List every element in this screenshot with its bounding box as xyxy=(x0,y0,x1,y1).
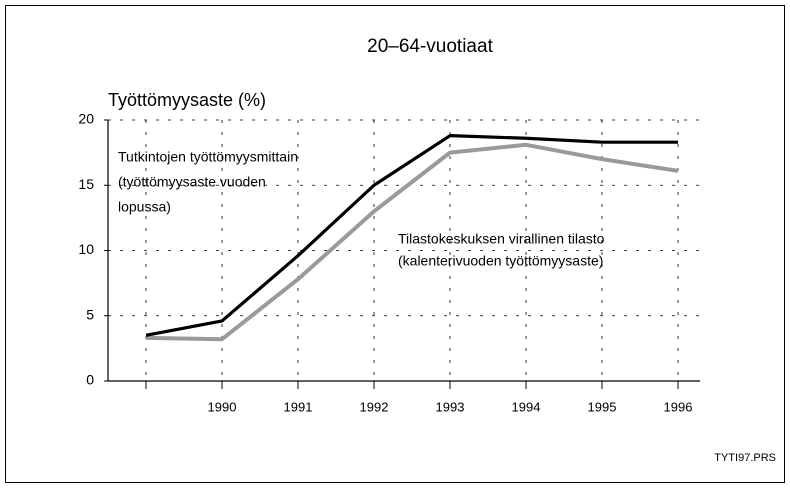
x-tick-label: 1994 xyxy=(512,399,541,414)
annotation: lopussa) xyxy=(118,199,171,215)
y-tick-label: 15 xyxy=(78,176,94,192)
series-line xyxy=(145,142,679,342)
y-tick-label: 10 xyxy=(78,241,94,257)
annotation: Tutkintojen työttömyysmittain xyxy=(118,149,298,165)
series-line xyxy=(145,134,678,337)
chart-title: 20–64-vuotiaat xyxy=(367,36,493,57)
x-tick-label: 1993 xyxy=(436,399,465,414)
footer: TYTI97.PRS xyxy=(714,452,776,464)
x-tick-label: 1995 xyxy=(588,399,617,414)
x-tick-label: 1991 xyxy=(284,399,313,414)
y-tick-label: 0 xyxy=(86,372,94,388)
annotation: (työttömyysaste vuoden xyxy=(118,174,266,190)
annotation: (kalenterivuoden työttömyysaste) xyxy=(398,253,603,269)
y-tick-label: 5 xyxy=(86,306,94,322)
y-tick-label: 20 xyxy=(78,111,94,127)
x-tick-label: 1990 xyxy=(208,399,237,414)
x-tick-label: 1992 xyxy=(360,399,389,414)
x-tick-label: 1996 xyxy=(664,399,693,414)
annotation: Tilastokeskuksen virallinen tilasto xyxy=(398,231,605,247)
y-axis-label: Työttömyysaste (%) xyxy=(108,90,266,110)
frame xyxy=(5,5,785,483)
